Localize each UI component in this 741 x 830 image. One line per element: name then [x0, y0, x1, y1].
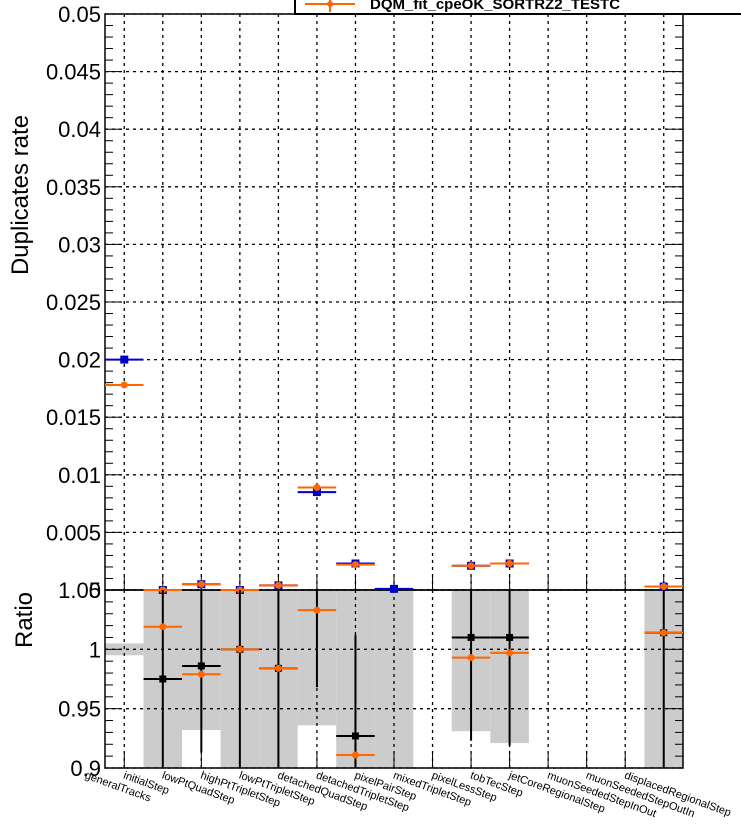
top-data-point [506, 560, 514, 568]
ratio-data-point [313, 606, 321, 614]
top-y-tick-label: 0.015 [46, 405, 101, 430]
top-y-tick-label: 0.02 [58, 348, 101, 373]
ratio-uncertainty-band [105, 590, 683, 768]
ratio-data-point [197, 662, 205, 670]
top-y-tick-label: 0.005 [46, 520, 101, 545]
legend-marker-symbol [327, 1, 333, 7]
top-data-point [390, 584, 398, 593]
ratio-band-bin [105, 643, 144, 656]
ratio-y-tick-label: 0.95 [58, 697, 101, 722]
ratio-data-point [351, 751, 359, 759]
top-data-point [274, 581, 282, 589]
top-data-point [120, 381, 128, 389]
ratio-band-bin [374, 590, 414, 768]
ratio-y-tick-label: 1 [89, 637, 101, 662]
top-data-point [660, 583, 668, 591]
top-y-tick-label: 0.01 [58, 463, 101, 488]
top-y-tick-label: 0.035 [46, 175, 101, 200]
tick-labels: 0 0.005 0.01 0.015 0.02 0.025 0.03 0.035 0.04 0.0… [46, 2, 101, 781]
top-data-point [351, 561, 359, 569]
top-data-point [197, 580, 205, 588]
ratio-data-point [274, 664, 282, 672]
ratio-data-point [506, 633, 514, 641]
top-y-tick-label: 0.03 [58, 232, 101, 257]
ratio-data-point [506, 649, 514, 657]
top-data-point [120, 355, 129, 364]
top-y-tick-label: 0.025 [46, 290, 101, 315]
ratio-data-point [159, 623, 167, 631]
ratio-data-point [236, 645, 244, 653]
ratio-y-tick-label: 1.05 [58, 578, 101, 603]
top-y-tick-label: 0 [89, 578, 101, 603]
top-data-point [467, 562, 475, 570]
ratio-data-point [197, 670, 205, 678]
category-labels: generalTracksinitialSteplowPtQuadStephig… [83, 769, 732, 820]
ratio-data-point [660, 629, 668, 637]
top-data-point [312, 488, 321, 497]
ratio-data-point [467, 633, 475, 641]
ratio-data-point [159, 675, 167, 683]
legend: DQM_fit_cpeOK_SORTRZ2_TESTC [294, 0, 741, 15]
top-y-tick-label: 0.045 [46, 60, 101, 85]
top-y-axis-title: Duplicates rate [7, 115, 34, 275]
ratio-y-axis-title: Ratio [11, 592, 38, 648]
ratio-y-tick-label: 0.9 [70, 756, 101, 781]
ratio-data-point [467, 654, 475, 662]
data-marks [105, 355, 683, 768]
top-data-point [313, 483, 321, 491]
top-y-tick-label: 0.04 [58, 117, 101, 142]
legend-box [294, 0, 741, 15]
top-y-tick-label: 0.05 [58, 2, 101, 27]
legend-entry-label: DQM_fit_cpeOK_SORTRZ2_TESTC [370, 0, 620, 13]
